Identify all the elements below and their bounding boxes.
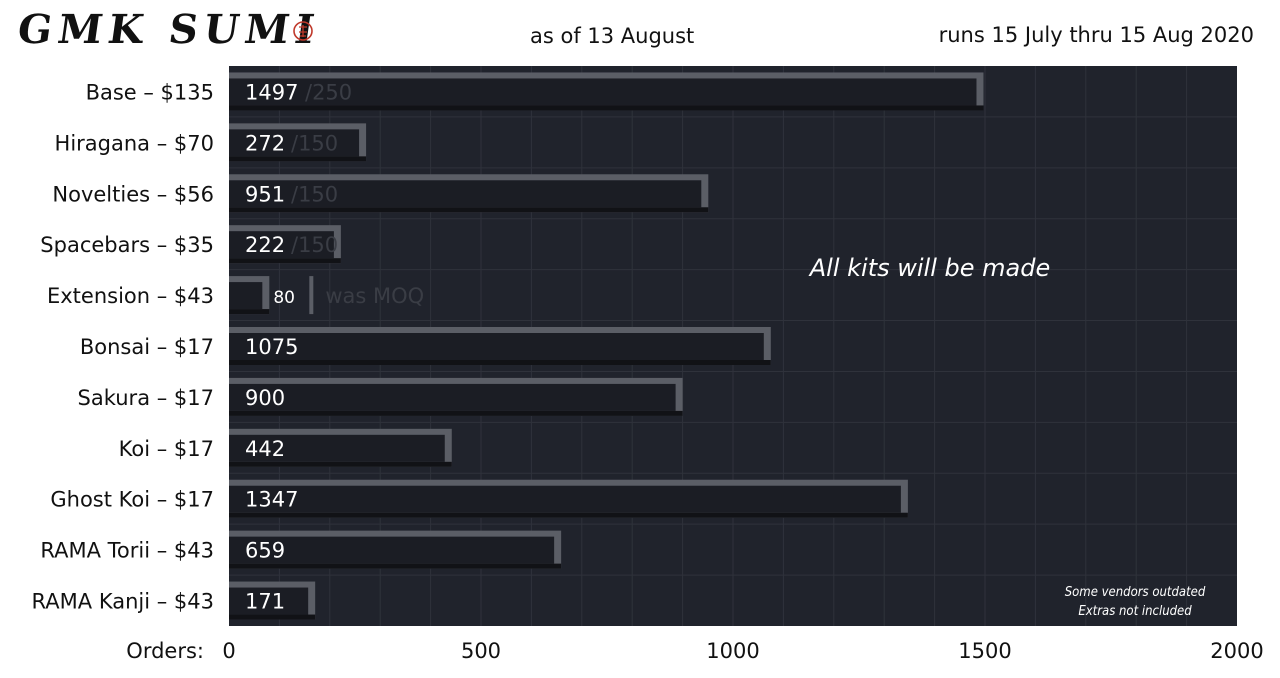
value-label: 951 bbox=[245, 182, 285, 206]
value-label: 171 bbox=[245, 590, 285, 614]
tick-label: 1500 bbox=[958, 639, 1011, 663]
bar: 900 bbox=[229, 377, 683, 416]
value-label: 222 bbox=[245, 233, 285, 257]
bar-shadow bbox=[229, 461, 452, 467]
x-axis-ticks: 0 500 1000 1500 2000 bbox=[222, 639, 1263, 663]
bar-face bbox=[229, 383, 676, 411]
tick-label: 0 bbox=[222, 639, 235, 663]
bar-shadow bbox=[229, 309, 270, 315]
category-label: Sakura – $17 bbox=[78, 386, 214, 410]
bar: 272/150 bbox=[229, 123, 367, 162]
value-label: 900 bbox=[245, 386, 285, 410]
value-label: 80 bbox=[273, 288, 295, 308]
bar: 1497/250 bbox=[229, 72, 984, 111]
bar-shadow bbox=[229, 512, 908, 518]
bar: 1075 bbox=[229, 327, 771, 365]
moq-label: /150 bbox=[291, 233, 338, 257]
value-label: 659 bbox=[245, 539, 285, 563]
value-label: 442 bbox=[245, 437, 285, 461]
annotation-main: All kits will be made bbox=[808, 254, 1050, 282]
bar-shadow bbox=[229, 563, 562, 569]
bar: 442 bbox=[229, 428, 452, 467]
moq-bracket bbox=[309, 276, 314, 315]
bar-shadow bbox=[229, 258, 341, 264]
bar-face bbox=[229, 333, 764, 360]
annotation-note-line2: Extras not included bbox=[1078, 604, 1192, 619]
category-label: Extension – $43 bbox=[47, 284, 214, 308]
bar-face bbox=[229, 282, 263, 310]
bar-face bbox=[229, 485, 901, 513]
tick-label: 1000 bbox=[706, 639, 759, 663]
category-label: Spacebars – $35 bbox=[40, 233, 214, 257]
category-label: Base – $135 bbox=[86, 80, 214, 104]
category-label: RAMA Kanji – $43 bbox=[32, 590, 214, 614]
moq-label: /150 bbox=[291, 182, 338, 206]
bar-face bbox=[229, 231, 334, 259]
category-label: Ghost Koi – $17 bbox=[50, 488, 214, 512]
bar-shadow bbox=[229, 360, 771, 365]
bar-shadow bbox=[229, 156, 367, 162]
value-label: 1347 bbox=[245, 488, 298, 512]
bar: 80 was MOQ bbox=[229, 276, 424, 315]
bar: 1347 bbox=[229, 479, 908, 518]
bar-face bbox=[229, 129, 360, 157]
subtitle: as of 13 August bbox=[530, 24, 695, 48]
bar: 171 bbox=[229, 581, 316, 620]
category-labels: Base – $135 Hiragana – $70 Novelties – $56… bbox=[32, 80, 214, 613]
date-range: runs 15 July thru 15 Aug 2020 bbox=[938, 23, 1254, 47]
bar-shadow bbox=[229, 614, 316, 620]
moq-label: /150 bbox=[291, 131, 338, 155]
moq-label: was MOQ bbox=[325, 284, 424, 308]
bar-shadow bbox=[229, 105, 984, 111]
category-label: RAMA Torii – $43 bbox=[40, 539, 214, 563]
bar: 222/150 bbox=[229, 225, 341, 264]
bar-shadow bbox=[229, 207, 709, 213]
value-label: 1497 bbox=[245, 80, 298, 104]
tick-label: 2000 bbox=[1210, 639, 1263, 663]
x-axis-label: Orders: bbox=[126, 639, 204, 663]
bar: 951/150 bbox=[229, 174, 709, 213]
category-label: Hiragana – $70 bbox=[55, 131, 214, 155]
bar-face bbox=[229, 434, 445, 462]
category-label: Koi – $17 bbox=[119, 437, 214, 461]
tick-label: 500 bbox=[461, 639, 501, 663]
bar-face bbox=[229, 587, 309, 615]
bar-face bbox=[229, 180, 702, 208]
bar-shadow bbox=[229, 410, 683, 416]
category-label: Novelties – $56 bbox=[52, 182, 214, 206]
seal-icon bbox=[293, 21, 313, 41]
value-label: 272 bbox=[245, 131, 285, 155]
moq-label: /250 bbox=[305, 80, 352, 104]
bar-face bbox=[229, 536, 555, 564]
bar: 659 bbox=[229, 530, 562, 569]
annotation-note-line1: Some vendors outdated bbox=[1065, 585, 1206, 600]
value-label: 1075 bbox=[245, 335, 298, 359]
bar-face bbox=[229, 78, 977, 106]
category-label: Bonsai – $17 bbox=[80, 335, 214, 359]
